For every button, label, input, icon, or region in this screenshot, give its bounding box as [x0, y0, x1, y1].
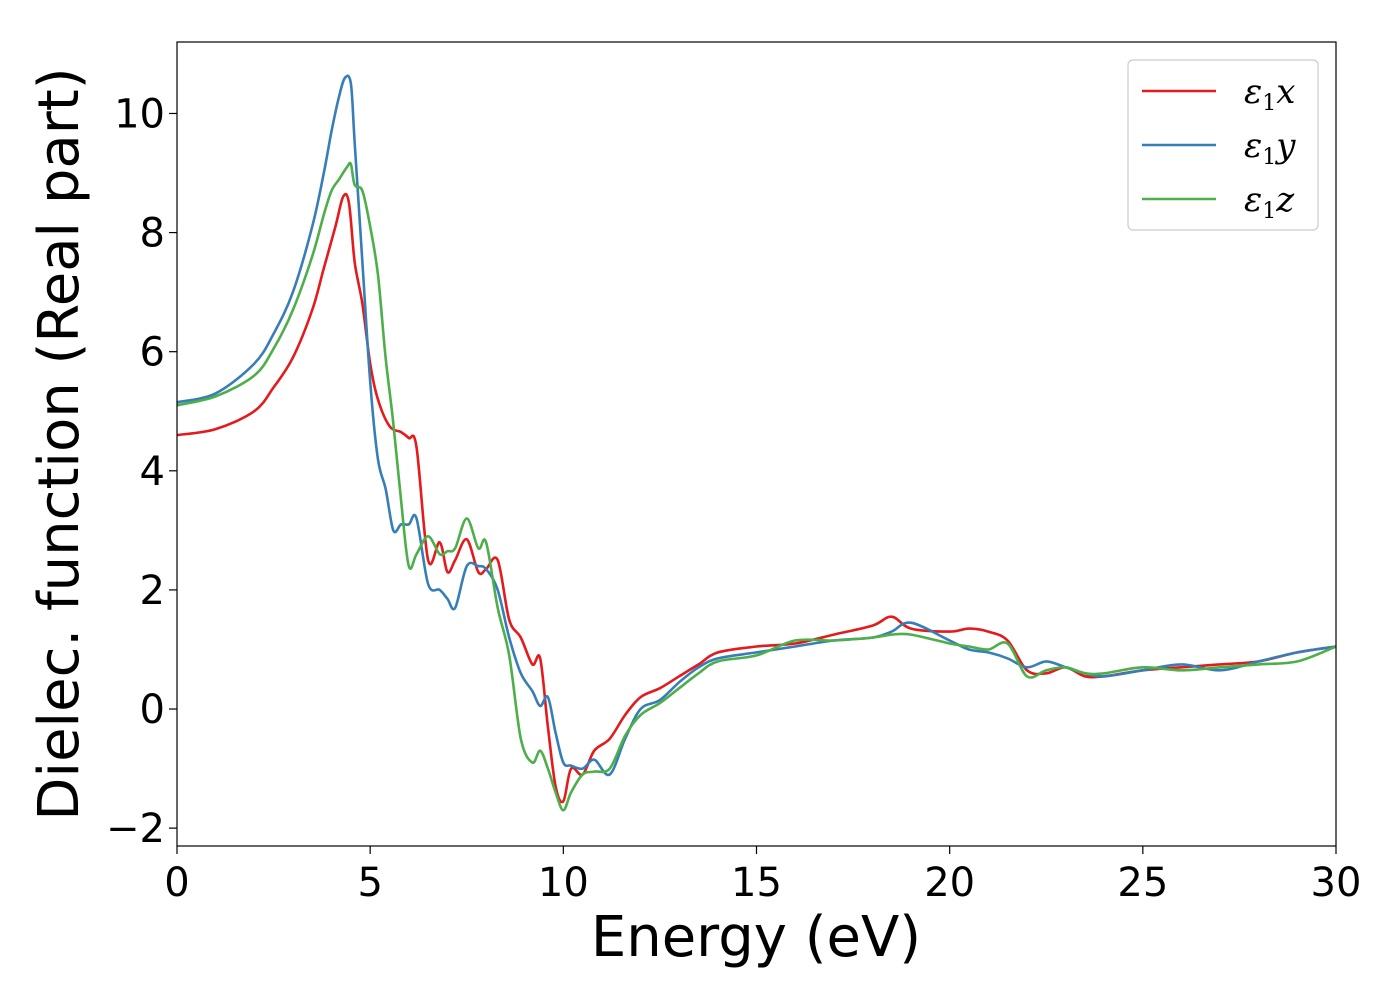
legend-box	[1127, 59, 1319, 231]
y-axis: −2 0 2 4 6 8 10	[106, 91, 177, 852]
y-tick-label: 4	[140, 449, 165, 495]
series-layer	[176, 74, 1337, 812]
legend-label-y: ε1y	[1244, 126, 1296, 170]
x-tick-label: 0	[164, 860, 189, 906]
legend: ε1x ε1y ε1z	[1127, 59, 1319, 231]
x-tick-label: 5	[357, 860, 382, 906]
x-tick-label: 10	[538, 860, 589, 906]
x-tick-label: 20	[924, 860, 975, 906]
x-axis: 0 5 10 15 20 25 30	[164, 846, 1361, 906]
series-line-y	[176, 74, 1337, 777]
y-tick-label: 8	[140, 211, 165, 257]
y-tick-label: 6	[140, 330, 165, 376]
y-tick-label: 0	[140, 687, 165, 733]
y-tick-label: 10	[114, 91, 165, 137]
x-axis-title: Energy (eV)	[591, 905, 921, 970]
x-tick-label: 30	[1311, 860, 1362, 906]
y-tick-label: 2	[140, 568, 165, 614]
legend-label-z: ε1z	[1244, 180, 1295, 224]
legend-label-x: ε1x	[1244, 72, 1295, 116]
y-axis-title: Dielec. function (Real part)	[27, 67, 92, 820]
y-tick-label: −2	[106, 806, 165, 852]
x-tick-label: 15	[731, 860, 782, 906]
x-tick-label: 25	[1117, 860, 1168, 906]
series-line-z	[176, 161, 1337, 812]
